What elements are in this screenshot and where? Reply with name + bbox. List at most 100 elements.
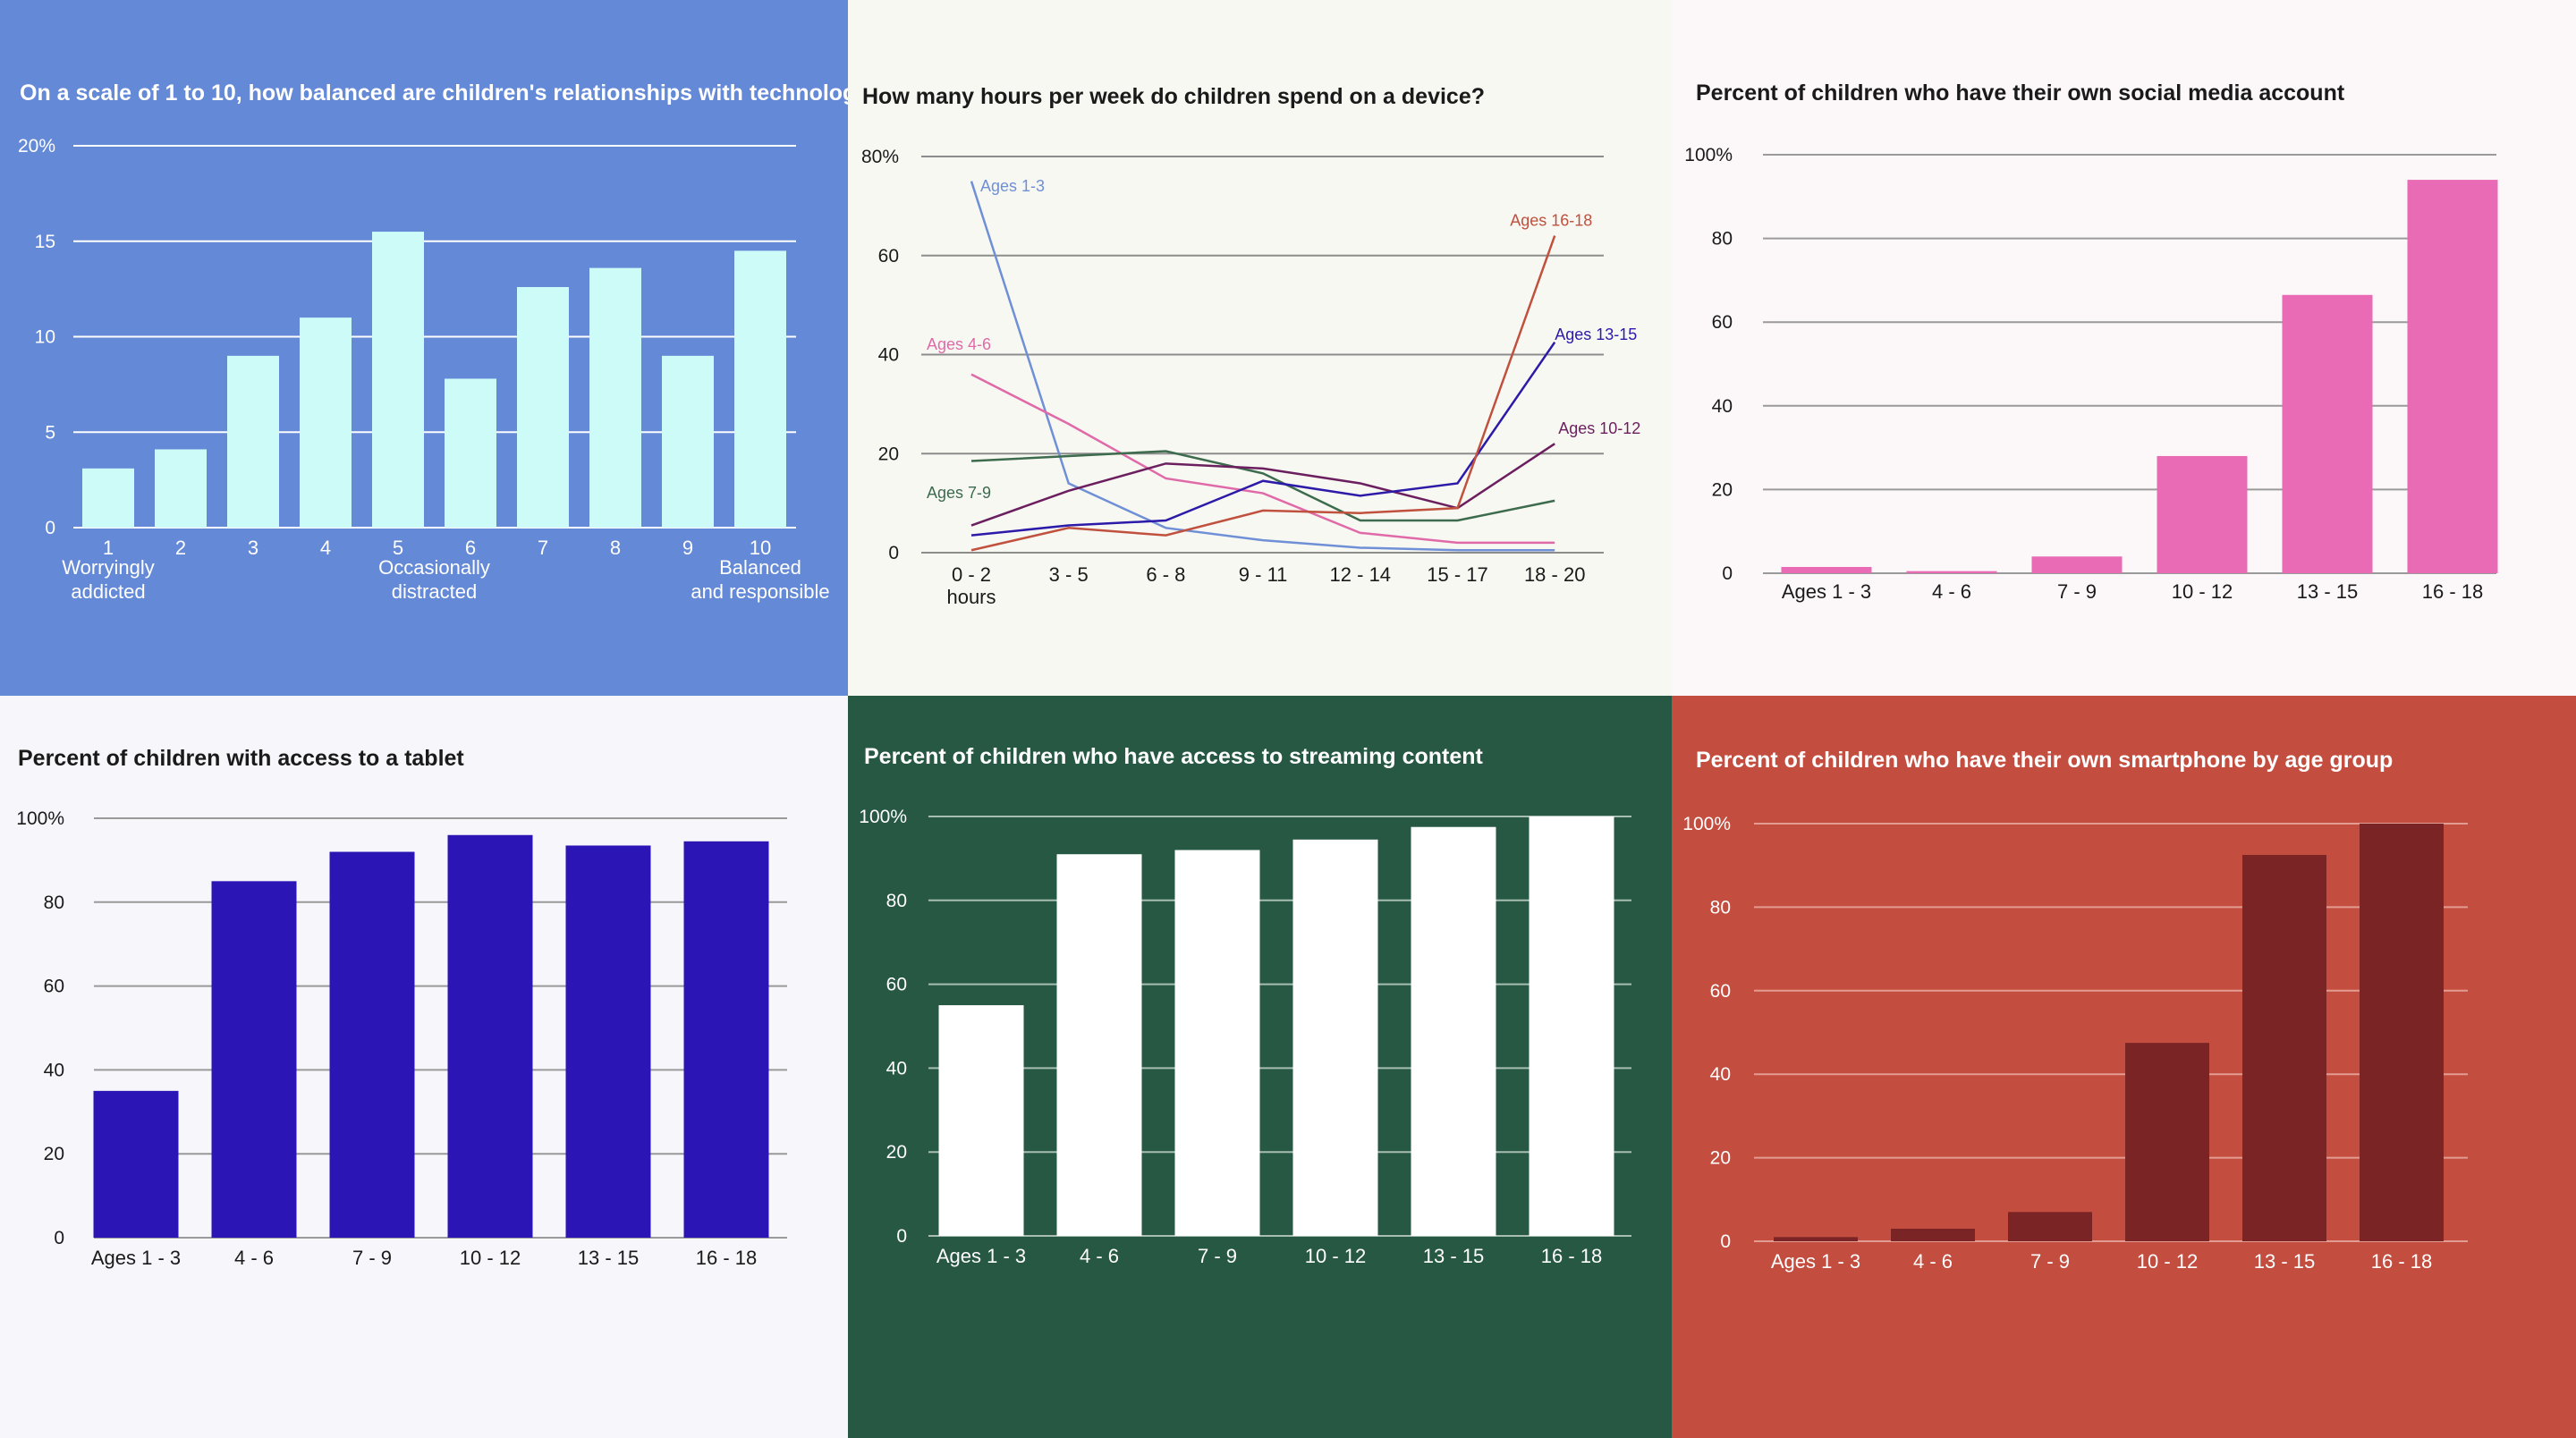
y-tick-label: 80 — [44, 892, 64, 913]
series-line — [970, 181, 1555, 552]
bar — [1774, 1237, 1858, 1241]
chart-panel-tablet: Percent of children with access to a tab… — [0, 696, 848, 1438]
x-tick-label: 10 - 12 — [2137, 1250, 2199, 1273]
series-label: Ages 4-6 — [927, 335, 991, 353]
chart-panel-balance: On a scale of 1 to 10, how balanced are … — [0, 0, 848, 696]
y-tick-label: 60 — [886, 975, 907, 995]
bar — [683, 841, 769, 1238]
y-tick-label: 0 — [1720, 1231, 1731, 1252]
bar — [2031, 556, 2123, 573]
y-tick-label: 80 — [1710, 897, 1731, 918]
series-label: Ages 13-15 — [1555, 326, 1637, 343]
bar — [447, 834, 533, 1238]
chart-title: Percent of children with access to a tab… — [18, 746, 464, 771]
x-tick-label: 16 - 18 — [696, 1247, 758, 1269]
y-tick-label: 40 — [886, 1058, 907, 1078]
bar — [1529, 816, 1614, 1236]
bar — [517, 286, 569, 528]
bar — [82, 468, 134, 528]
x-tick-label: 10 - 12 — [2172, 580, 2233, 603]
x-tick-label: 0 - 2 — [952, 563, 991, 586]
y-tick-label: 40 — [1712, 396, 1733, 417]
bar — [1906, 571, 1997, 573]
x-tick-label: 6 - 8 — [1146, 563, 1185, 586]
bar — [445, 378, 496, 528]
scale-label: Balanced — [719, 556, 801, 579]
x-tick-label: 18 - 20 — [1524, 563, 1586, 586]
x-tick-label: 7 - 9 — [352, 1247, 392, 1269]
y-tick-label: 60 — [878, 246, 899, 266]
bar — [2242, 855, 2326, 1241]
y-tick-label: 20 — [886, 1142, 907, 1163]
y-tick-label: 80 — [1712, 229, 1733, 250]
x-tick-label: 7 - 9 — [2030, 1250, 2070, 1273]
y-tick-label: 40 — [878, 345, 899, 366]
social-media-bar-chart: 0 20 40 60 80 100% Ages 1 - 3 4 - 6 7 - 9 10 - 12… — [1684, 145, 2498, 603]
bar — [2157, 455, 2248, 573]
x-tick-label: 13 - 15 — [1423, 1245, 1485, 1267]
y-tick-label: 0 — [1722, 563, 1733, 584]
bar — [227, 355, 279, 528]
y-tick-label: 40 — [1710, 1064, 1731, 1085]
bar — [2008, 1212, 2092, 1241]
x-tick-label: 4 - 6 — [234, 1247, 274, 1269]
y-tick-label: 10 — [35, 327, 55, 348]
x-tick-label: 13 - 15 — [578, 1247, 640, 1269]
x-tick-label: 3 - 5 — [1049, 563, 1089, 586]
x-tick-label: 13 - 15 — [2254, 1250, 2316, 1273]
bar — [1891, 1228, 1975, 1241]
x-tick-label: 10 — [750, 537, 771, 559]
y-tick-label: 60 — [1712, 312, 1733, 333]
y-tick-label: 0 — [888, 543, 899, 563]
tablet-bar-chart: 0 20 40 60 80 100% Ages 1 - 3 4 - 6 7 - 9 10 - 12… — [16, 808, 787, 1269]
bar — [734, 250, 786, 528]
y-tick-label: 80% — [861, 147, 899, 167]
series-line — [970, 235, 1556, 552]
chart-title: How many hours per week do children spen… — [862, 84, 1485, 109]
bar — [329, 851, 415, 1238]
bar — [93, 1090, 179, 1238]
chart-title: Percent of children who have their own s… — [1696, 80, 2345, 106]
chart-panel-social-media: Percent of children who have their own s… — [1672, 0, 2576, 696]
y-tick-label: 20% — [18, 136, 55, 156]
bar — [1174, 850, 1260, 1236]
y-tick-label: 0 — [896, 1226, 907, 1247]
x-tick-label: 12 - 14 — [1330, 563, 1392, 586]
y-tick-label: 20 — [44, 1144, 64, 1164]
x-tick-label: 5 — [393, 537, 403, 559]
y-tick-label: 0 — [54, 1228, 64, 1248]
x-tick-label: 13 - 15 — [2297, 580, 2359, 603]
series-label: Ages 1-3 — [980, 177, 1045, 195]
bar — [372, 232, 424, 528]
x-tick-label: 2 — [175, 537, 186, 559]
x-tick-label: 7 — [538, 537, 548, 559]
x-tick-label: 10 - 12 — [460, 1247, 521, 1269]
y-tick-label: 15 — [35, 232, 55, 252]
x-tick-label: 10 - 12 — [1305, 1245, 1367, 1267]
bar — [589, 267, 641, 528]
x-tick-label: 4 - 6 — [1080, 1245, 1119, 1267]
x-tick-label: 4 — [320, 537, 331, 559]
chart-panel-smartphone: Percent of children who have their own s… — [1672, 696, 2576, 1438]
y-tick-label: 0 — [45, 518, 55, 538]
y-tick-label: 100% — [1682, 814, 1731, 834]
x-tick-label: 9 — [682, 537, 693, 559]
scale-label: and responsible — [691, 580, 829, 603]
chart-panel-hours: How many hours per week do children spen… — [848, 0, 1672, 696]
bar — [300, 317, 352, 528]
x-tick-label: 7 - 9 — [1198, 1245, 1237, 1267]
x-tick-label: 16 - 18 — [2422, 580, 2484, 603]
x-tick-label: Ages 1 - 3 — [936, 1245, 1026, 1267]
y-tick-label: 60 — [44, 977, 64, 997]
series-line — [970, 341, 1556, 537]
x-tick-label: 6 — [465, 537, 476, 559]
bar — [565, 845, 651, 1238]
streaming-bar-chart: 0 20 40 60 80 100% Ages 1 - 3 4 - 6 7 - 9 10 - 12… — [859, 807, 1631, 1267]
y-tick-label: 5 — [45, 422, 55, 443]
series-label: Ages 16-18 — [1510, 212, 1592, 230]
y-tick-label: 20 — [878, 444, 899, 464]
y-tick-label: 40 — [44, 1060, 64, 1080]
y-tick-label: 100% — [16, 808, 64, 829]
chart-panel-streaming: Percent of children who have access to s… — [848, 696, 1672, 1438]
chart-title: Percent of children who have access to s… — [864, 744, 1483, 769]
